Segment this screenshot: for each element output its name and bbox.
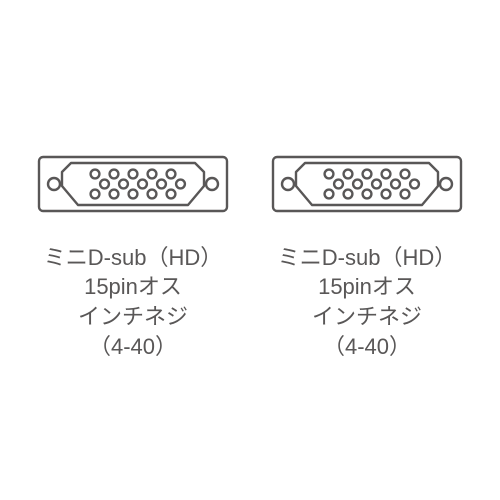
- label-line: （4-40）: [44, 332, 222, 362]
- connector-left-labels: ミニD-sub（HD） 15pinオス インチネジ （4-40）: [44, 243, 222, 362]
- label-line: 15pinオス: [44, 272, 222, 302]
- connector-right: ミニD-sub（HD） 15pinオス インチネジ （4-40）: [267, 139, 467, 362]
- label-line: インチネジ: [44, 302, 222, 332]
- connector-right-labels: ミニD-sub（HD） 15pinオス インチネジ （4-40）: [278, 243, 456, 362]
- label-line: ミニD-sub（HD）: [278, 243, 456, 273]
- connector-left: ミニD-sub（HD） 15pinオス インチネジ （4-40）: [33, 139, 233, 362]
- dsub-connector-icon: [267, 139, 467, 229]
- dsub-connector-icon: [33, 139, 233, 229]
- label-line: インチネジ: [278, 302, 456, 332]
- label-line: ミニD-sub（HD）: [44, 243, 222, 273]
- label-line: 15pinオス: [278, 272, 456, 302]
- label-line: （4-40）: [278, 332, 456, 362]
